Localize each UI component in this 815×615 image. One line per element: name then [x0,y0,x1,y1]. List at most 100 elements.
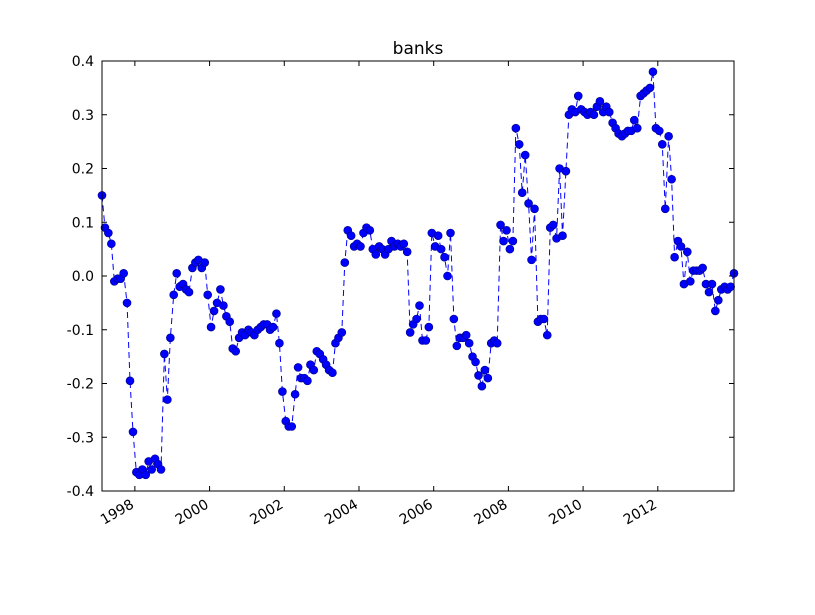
data-point [707,279,717,289]
data-point [648,67,658,77]
data-point [480,365,490,375]
data-point [548,220,558,230]
data-point [461,330,471,340]
data-point [147,465,156,474]
data-point [514,140,524,149]
data-point [433,231,443,240]
y-tick-label: 0.0 [72,269,94,285]
y-tick-label: 0.4 [72,54,94,70]
data-point [200,258,210,267]
data-point [496,220,505,230]
data-point [219,301,228,310]
data-point [604,107,614,117]
data-point [502,226,511,235]
data-point [125,376,135,386]
data-point [477,381,487,391]
data-point [505,244,515,254]
data-point [657,140,667,149]
data-point [704,287,714,297]
y-tick-label: -0.2 [67,377,94,393]
data-point [163,395,172,404]
data-point [107,239,116,249]
data-point [474,371,483,380]
data-point [561,166,571,176]
data-point [166,333,175,343]
data-point [365,226,375,235]
data-point [670,252,679,262]
data-point [654,126,664,136]
data-point [209,306,219,316]
data-point [645,83,655,93]
data-point [104,228,113,238]
data-point [402,247,412,257]
data-point [483,373,493,383]
data-point [542,330,552,340]
data-point [128,427,138,437]
data-point [399,239,409,249]
data-point [160,349,169,359]
data-point [530,204,539,214]
data-point [172,269,182,278]
data-point [667,174,676,184]
data-point [573,91,583,101]
data-point [169,290,179,300]
data-point [539,314,549,324]
data-point [440,252,449,262]
data-point [508,236,518,246]
data-point [278,387,287,396]
data-point [421,336,431,345]
data-point [517,188,527,197]
data-point [293,363,303,372]
data-point [340,258,350,267]
data-point [156,465,166,474]
data-point [629,115,639,125]
data-point [443,271,452,281]
data-point [527,255,536,265]
data-point [272,309,281,318]
chart-title: banks [393,39,444,59]
plot-frame [101,60,735,492]
data-point [206,322,216,332]
y-tick-label: 0.2 [72,162,94,178]
y-tick-label: 0.3 [72,108,94,124]
data-point [122,298,132,308]
data-point [632,123,642,133]
data-point [714,295,723,305]
data-point [328,368,337,378]
data-point [676,242,686,251]
y-tick-label: -0.3 [67,430,94,446]
data-point [664,131,673,141]
data-point [726,282,735,292]
data-point [287,422,297,431]
data-point [275,338,284,348]
data-point [464,338,474,348]
data-point [685,277,695,286]
data-point [415,301,424,310]
data-point [452,341,462,351]
data-point [446,228,455,238]
data-point [290,389,300,399]
data-point [412,314,421,324]
data-point [356,242,365,251]
data-point [141,470,151,480]
data-point [511,123,521,133]
data-point [268,322,278,332]
data-point [558,231,567,240]
data-point [405,328,415,337]
data-point [119,269,128,278]
data-point [225,317,235,326]
data-point [589,110,599,120]
data-point [499,236,508,246]
data-point [492,338,502,348]
data-point [371,250,381,259]
y-tick-label: -0.4 [67,484,94,500]
data-point [683,247,692,257]
y-tick-label: -0.1 [67,323,94,339]
data-point [595,97,605,106]
data-point [424,322,434,332]
y-tick-label: 0.1 [72,215,94,231]
data-point [660,204,670,214]
data-point [698,263,707,273]
data-point [471,357,480,367]
